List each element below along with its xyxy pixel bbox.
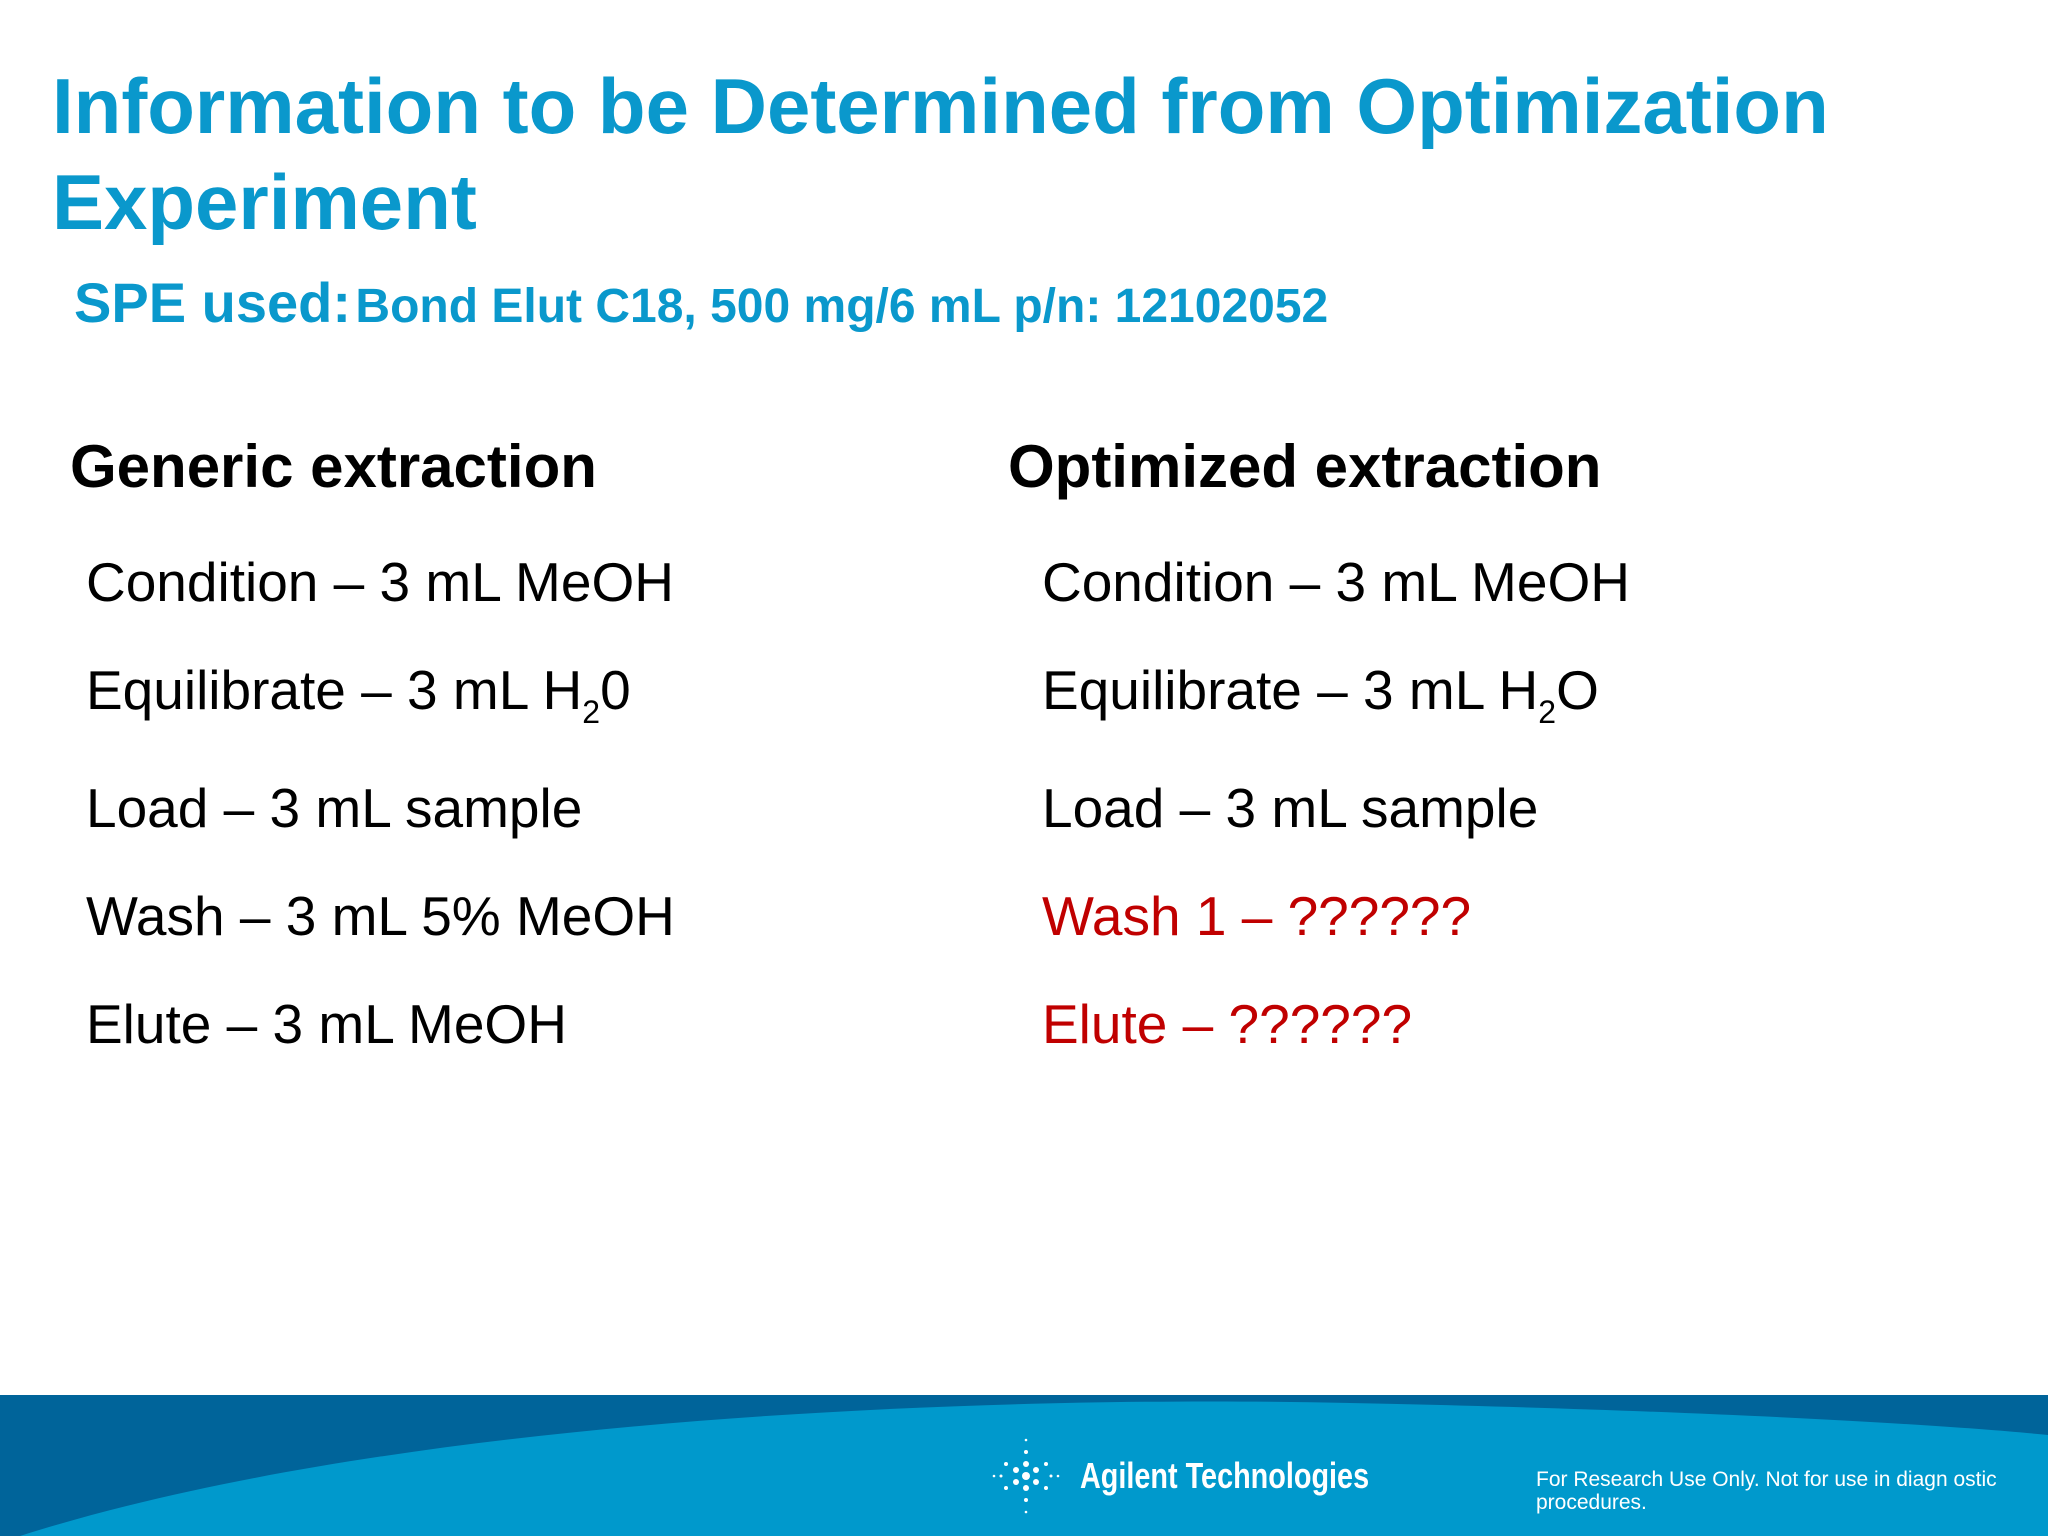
generic-step-equilibrate: Equilibrate – 3 mL H20 [86, 659, 631, 730]
agilent-spark-icon [992, 1438, 1060, 1514]
agilent-logo: Agilent Technologies [984, 1434, 1441, 1518]
optimized-step-load: Load – 3 mL sample [1042, 777, 1539, 839]
spe-used-line: SPE used: Bond Elut C18, 500 mg/6 mL p/n… [74, 270, 1328, 335]
generic-step-load: Load – 3 mL sample [86, 777, 583, 839]
generic-step-condition: Condition – 3 mL MeOH [86, 551, 674, 613]
spe-value: Bond Elut C18, 500 mg/6 mL p/n: 12102052 [355, 280, 1329, 333]
spe-label: SPE used: [74, 271, 351, 334]
generic-step-wash: Wash – 3 mL 5% MeOH [86, 885, 675, 947]
optimized-step-equilibrate: Equilibrate – 3 mL H2O [1042, 659, 1599, 730]
optimized-step-elute: Elute – ?????? [1042, 993, 1413, 1055]
generic-heading: Generic extraction [70, 433, 597, 500]
optimized-heading: Optimized extraction [1008, 433, 1602, 500]
optimized-step-wash: Wash 1 – ?????? [1042, 885, 1472, 947]
logo-text: Agilent Technologies [1080, 1455, 1370, 1496]
disclaimer: For Research Use Only. Not for use in di… [1536, 1468, 1997, 1514]
slide-title: Information to be Determined from Optimi… [52, 62, 1829, 246]
optimized-step-condition: Condition – 3 mL MeOH [1042, 551, 1630, 613]
generic-step-elute: Elute – 3 mL MeOH [86, 993, 567, 1055]
